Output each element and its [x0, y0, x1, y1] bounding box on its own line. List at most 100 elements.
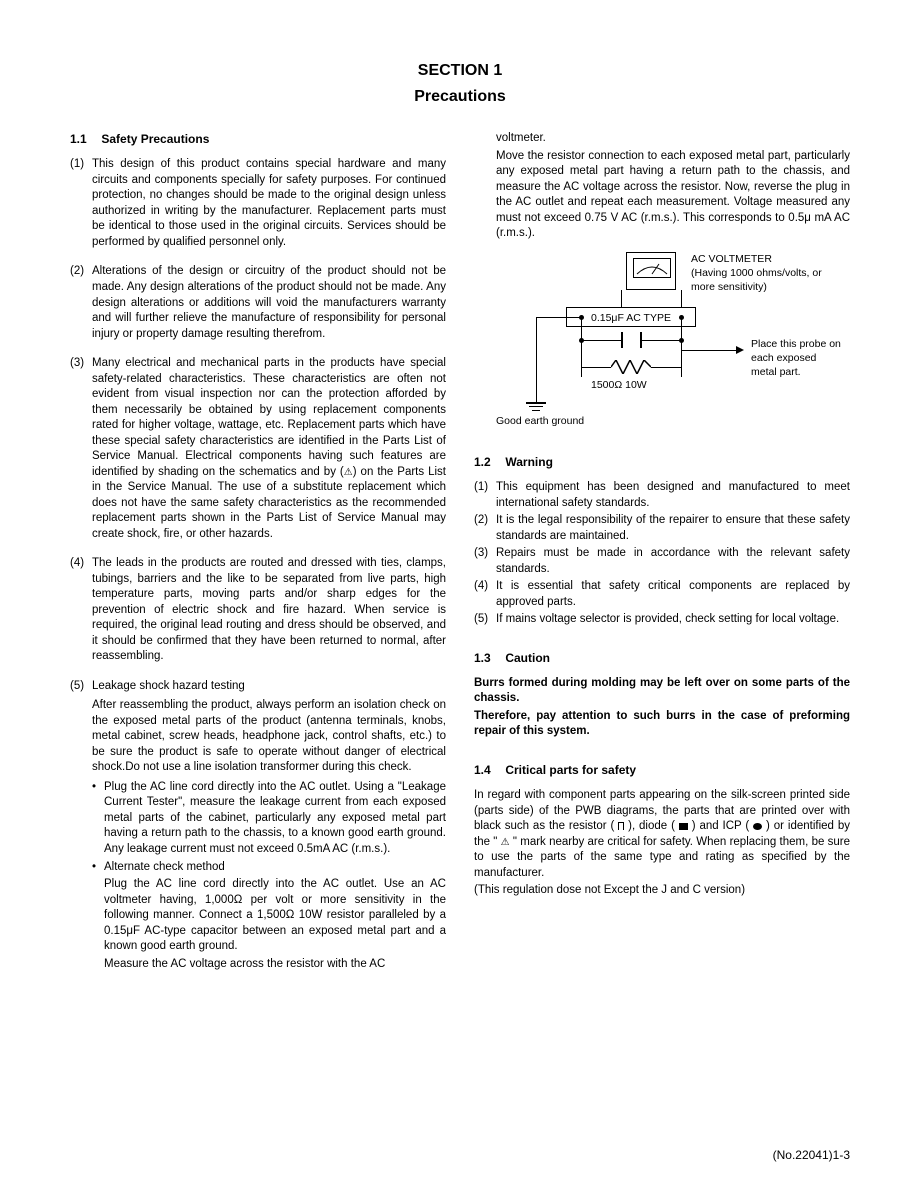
junction-dot: [579, 315, 584, 320]
item-num: (3): [70, 356, 92, 542]
item-num: (4): [474, 579, 496, 610]
item-num: (2): [70, 264, 92, 342]
item-title: Leakage shock hazard testing: [92, 679, 446, 695]
heading-1-1: 1.1 Safety Precautions: [70, 131, 446, 147]
junction-dot: [679, 338, 684, 343]
resistor-label: 1500Ω 10W: [591, 378, 647, 392]
resistor-icon: [611, 360, 651, 374]
probe-line: [681, 350, 741, 351]
wire: [651, 367, 681, 368]
section-1-4: 1.4 Critical parts for safety In regard …: [474, 762, 850, 899]
item-5: (5) Leakage shock hazard testing: [70, 679, 446, 695]
wire: [642, 340, 682, 341]
sub-body: Plug the AC line cord directly into the …: [104, 877, 446, 955]
heading-num: 1.4: [474, 762, 502, 778]
sub-body: Measure the AC voltage across the resist…: [104, 957, 446, 973]
ground-icon: [529, 406, 543, 408]
item-num: (1): [474, 480, 496, 511]
caution-text: Burrs formed during molding may be left …: [474, 676, 850, 707]
sub-bullet-1: • Plug the AC line cord directly into th…: [92, 780, 446, 858]
body-note: (This regulation dose not Except the J a…: [474, 883, 850, 899]
heading-text: Safety Precautions: [101, 132, 209, 146]
warning-triangle-icon: ⚠: [344, 466, 353, 480]
text-part: Many electrical and mechanical parts in …: [92, 357, 446, 478]
body-paragraph: In regard with component parts appearing…: [474, 788, 850, 881]
item-text: It is the legal responsibility of the re…: [496, 513, 850, 544]
wire: [536, 317, 537, 402]
right-column: voltmeter. Move the resistor connection …: [474, 131, 850, 974]
heading-num: 1.3: [474, 650, 502, 666]
text-part: ), diode (: [628, 820, 675, 832]
diode-symbol-icon: [679, 823, 688, 830]
item-num: (2): [474, 513, 496, 544]
item-4: (4) The leads in the products are routed…: [70, 556, 446, 665]
continue-text: voltmeter.: [496, 131, 850, 147]
label-text: AC VOLTMETER: [691, 253, 772, 265]
item: (3)Repairs must be made in accordance wi…: [474, 546, 850, 577]
junction-dot: [679, 315, 684, 320]
text-part: " mark nearby are critical for safety. W…: [474, 836, 850, 879]
item-text: This design of this product contains spe…: [92, 157, 446, 250]
item-num: (3): [474, 546, 496, 577]
caution-text: Therefore, pay attention to such burrs i…: [474, 709, 850, 740]
bullet: •: [92, 780, 104, 858]
ground-icon: [526, 402, 546, 404]
text-part: ) and ICP (: [692, 820, 750, 832]
icp-symbol-icon: [753, 823, 762, 830]
page-footer: (No.22041)1-3: [773, 1147, 850, 1163]
item-num: (4): [70, 556, 92, 665]
bullet: •: [92, 860, 104, 876]
circuit-diagram: 0.15μF AC TYPE AC VOLTMETER (Having 1: [496, 252, 850, 432]
section reser1-3: 1.3 Caution Burrs formed during molding …: [474, 650, 850, 740]
heading-text: Caution: [505, 651, 550, 665]
wire: [536, 317, 581, 318]
section-title: SECTION 1: [70, 60, 850, 82]
meter-needle-icon: [633, 258, 671, 278]
item-1: (1) This design of this product contains…: [70, 157, 446, 250]
item-2: (2) Alterations of the design or circuit…: [70, 264, 446, 342]
item-text: The leads in the products are routed and…: [92, 556, 446, 665]
voltmeter-box: [626, 252, 676, 290]
sub-text: Plug the AC line cord directly into the …: [104, 780, 446, 858]
item-text: This equipment has been designed and man…: [496, 480, 850, 511]
arrow-icon: [736, 346, 744, 354]
item-body: After reassembling the product, always p…: [92, 698, 446, 776]
heading-1-4: 1.4 Critical parts for safety: [474, 762, 850, 778]
heading-1-3: 1.3 Caution: [474, 650, 850, 666]
probe-label: Place this probe on each exposed metal p…: [751, 337, 841, 380]
item: (1)This equipment has been designed and …: [474, 480, 850, 511]
item-num: (5): [474, 612, 496, 628]
wire: [581, 340, 621, 341]
left-column: 1.1 Safety Precautions (1) This design o…: [70, 131, 446, 974]
item-3: (3) Many electrical and mechanical parts…: [70, 356, 446, 542]
junction-dot: [579, 338, 584, 343]
section-subtitle: Precautions: [70, 86, 850, 108]
continue-body: Move the resistor connection to each exp…: [496, 149, 850, 242]
heading-text: Critical parts for safety: [505, 763, 636, 777]
capacitor-icon: [640, 332, 642, 348]
heading-num: 1.1: [70, 131, 98, 147]
item-text: If mains voltage selector is provided, c…: [496, 612, 850, 628]
item-text: It is essential that safety critical com…: [496, 579, 850, 610]
item: (5)If mains voltage selector is provided…: [474, 612, 850, 628]
capacitor-icon: [621, 332, 623, 348]
voltmeter-label: AC VOLTMETER (Having 1000 ohms/volts, or…: [691, 252, 831, 295]
ground-label: Good earth ground: [496, 414, 584, 428]
heading-text: Warning: [505, 455, 553, 469]
capacitor-label-box: 0.15μF AC TYPE: [566, 307, 696, 327]
sub-bullet-2: • Alternate check method: [92, 860, 446, 876]
item-num: (5): [70, 679, 92, 695]
heading-num: 1.2: [474, 454, 502, 470]
sub-title: Alternate check method: [104, 860, 446, 876]
item-num: (1): [70, 157, 92, 250]
resistor-symbol-icon: [618, 822, 624, 830]
section-1-2: 1.2 Warning (1)This equipment has been d…: [474, 454, 850, 628]
heading-1-2: 1.2 Warning: [474, 454, 850, 470]
item: (4)It is essential that safety critical …: [474, 579, 850, 610]
ground-icon: [532, 410, 540, 411]
label-sub: (Having 1000 ohms/volts, or more sensiti…: [691, 267, 822, 293]
warning-triangle-icon: ⚠: [501, 836, 510, 850]
wire: [581, 317, 582, 377]
item-text: Alterations of the design or circuitry o…: [92, 264, 446, 342]
item: (2)It is the legal responsibility of the…: [474, 513, 850, 544]
